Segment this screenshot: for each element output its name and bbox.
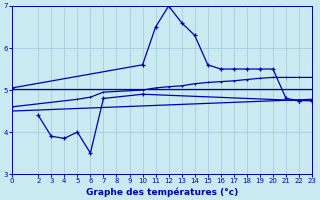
X-axis label: Graphe des températures (°c): Graphe des températures (°c) bbox=[86, 187, 238, 197]
